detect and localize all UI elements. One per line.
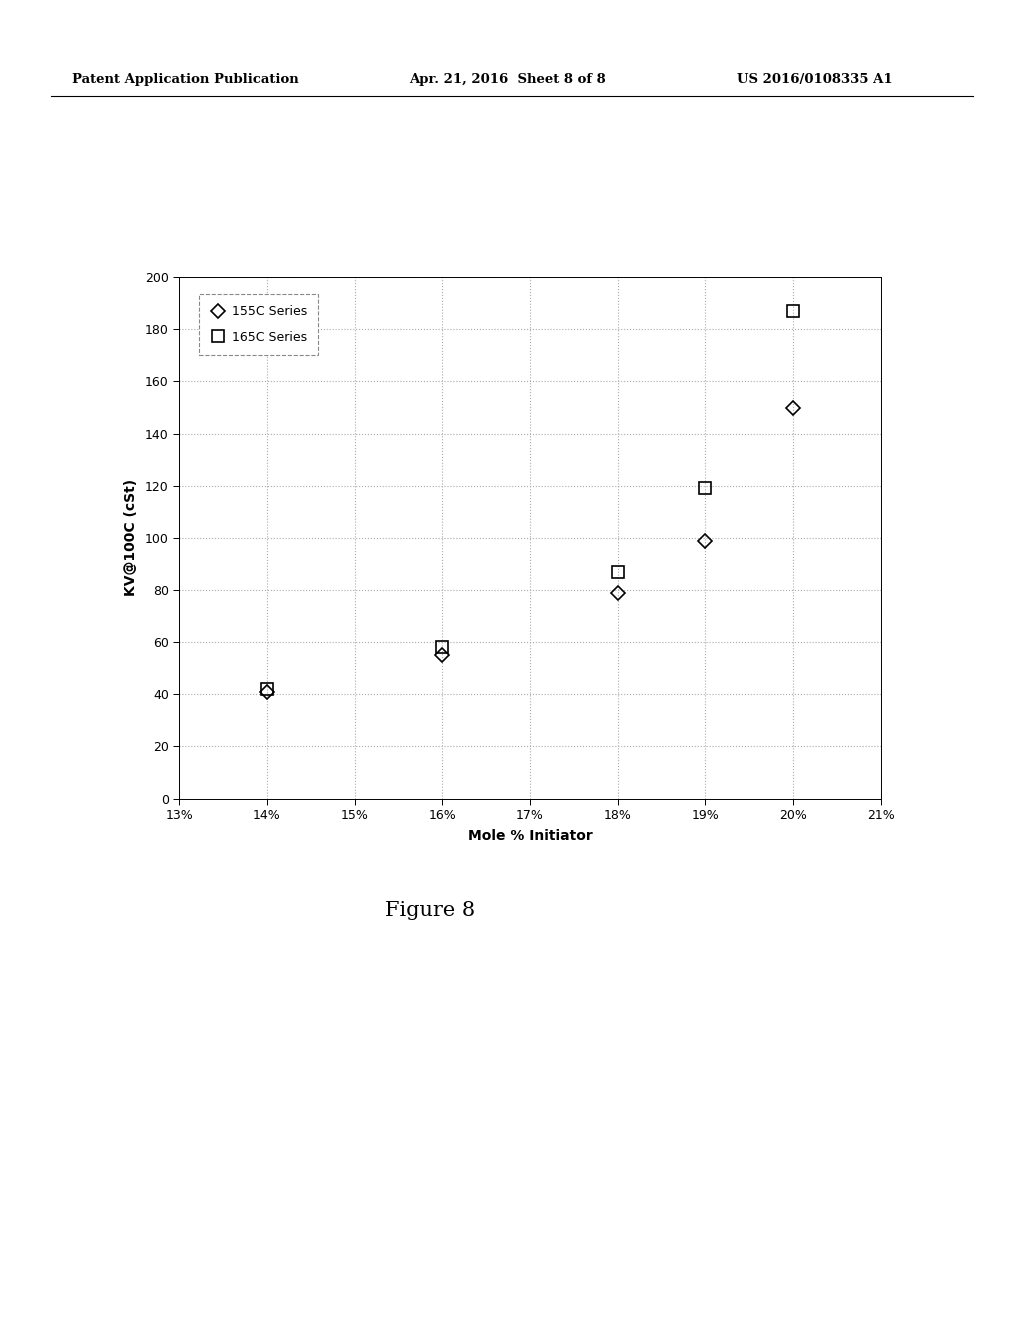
Y-axis label: KV@100C (cSt): KV@100C (cSt) [124, 479, 138, 597]
155C Series [261, 684, 273, 700]
Text: US 2016/0108335 A1: US 2016/0108335 A1 [737, 73, 893, 86]
165C Series [786, 304, 799, 319]
Legend: 155C Series, 165C Series: 155C Series, 165C Series [200, 294, 318, 355]
155C Series [611, 585, 624, 601]
165C Series [261, 681, 273, 697]
Text: Patent Application Publication: Patent Application Publication [72, 73, 298, 86]
Line: 165C Series: 165C Series [261, 305, 799, 694]
165C Series [699, 480, 712, 496]
X-axis label: Mole % Initiator: Mole % Initiator [468, 829, 592, 843]
165C Series [611, 564, 624, 579]
165C Series [436, 639, 449, 655]
155C Series [786, 400, 799, 416]
Text: Figure 8: Figure 8 [385, 902, 475, 920]
155C Series [436, 647, 449, 663]
Text: Apr. 21, 2016  Sheet 8 of 8: Apr. 21, 2016 Sheet 8 of 8 [410, 73, 606, 86]
Line: 155C Series: 155C Series [262, 403, 798, 697]
155C Series [699, 532, 712, 548]
